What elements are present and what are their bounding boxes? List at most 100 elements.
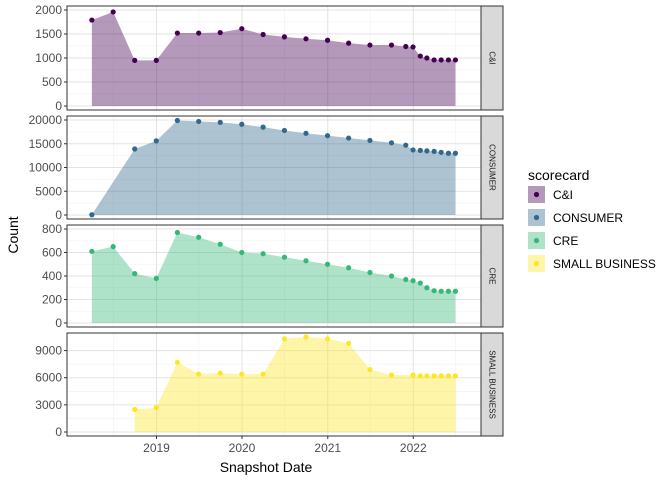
panel-cre: 0 200 400 600 800 CRE xyxy=(42,222,504,330)
data-point xyxy=(239,121,245,127)
legend-key: SMALL BUSINESS xyxy=(528,255,656,272)
y-tick-label: 15000 xyxy=(29,137,63,151)
legend-key-point xyxy=(533,237,540,244)
data-point xyxy=(281,254,288,260)
legend-key: CONSUMER xyxy=(528,209,623,226)
data-point xyxy=(424,373,430,379)
area-series xyxy=(91,232,456,323)
x-axis-title: Snapshot Date xyxy=(220,459,313,475)
area-series xyxy=(91,11,456,107)
x-tick-label: 2019 xyxy=(143,441,170,455)
y-tick-label: 800 xyxy=(42,222,62,236)
data-point xyxy=(424,285,430,291)
legend-key-label: CONSUMER xyxy=(553,211,623,225)
facet-strip-label: SMALL BUSINESS xyxy=(488,350,497,419)
data-point xyxy=(110,9,116,15)
data-point xyxy=(110,244,116,250)
area-series xyxy=(134,337,456,432)
x-tick-label: 2021 xyxy=(314,441,341,455)
data-point xyxy=(438,373,444,379)
legend-key-point xyxy=(533,260,540,267)
data-point xyxy=(424,148,430,154)
facet-strip xyxy=(480,224,504,328)
data-point xyxy=(388,372,395,378)
y-tick-label: 2000 xyxy=(35,3,62,17)
data-point xyxy=(239,371,245,377)
data-point xyxy=(303,130,309,136)
y-tick-label: 600 xyxy=(42,246,62,260)
data-point xyxy=(89,212,95,218)
legend-key-label: CRE xyxy=(553,234,578,248)
data-point xyxy=(303,36,309,42)
data-point xyxy=(89,17,95,23)
legend-key-label: C&I xyxy=(553,188,573,202)
data-point xyxy=(452,150,459,156)
data-point xyxy=(424,55,430,61)
y-tick-label: 20000 xyxy=(29,113,63,127)
data-point xyxy=(324,336,331,342)
data-point xyxy=(196,118,202,125)
chart-panels: 0500100015002000C&I05000100001500020000C… xyxy=(29,3,504,455)
data-point xyxy=(217,29,223,36)
data-point xyxy=(417,280,423,286)
facet-strip xyxy=(480,115,504,220)
data-point xyxy=(403,43,409,50)
y-tick-label: 0 xyxy=(55,316,62,330)
data-point xyxy=(445,373,452,379)
y-tick-label: 10000 xyxy=(29,161,63,175)
y-tick-label: 3000 xyxy=(35,398,62,412)
data-point xyxy=(281,127,288,134)
data-point xyxy=(438,149,444,155)
data-point xyxy=(260,124,266,130)
data-point xyxy=(174,117,180,124)
data-point xyxy=(438,288,444,294)
y-tick-label: 5000 xyxy=(35,184,62,198)
data-point xyxy=(196,371,202,377)
data-point xyxy=(132,406,138,412)
legend-key-point xyxy=(533,214,540,221)
facet-strip-label: CRE xyxy=(488,268,497,285)
data-point xyxy=(260,251,266,257)
data-point xyxy=(174,359,180,365)
y-axis-title: Count xyxy=(5,216,21,253)
legend-key-label: SMALL BUSINESS xyxy=(553,257,656,271)
data-point xyxy=(132,146,138,152)
data-point xyxy=(388,42,395,48)
data-point xyxy=(153,57,159,64)
data-point xyxy=(452,57,459,63)
panel-small-business: 0 3000 6000 9000 SMALL BUSINESS 2019 2020 2021 2… xyxy=(35,332,504,455)
data-point xyxy=(324,37,331,43)
y-tick-label: 0 xyxy=(55,99,62,113)
y-tick-label: 200 xyxy=(42,293,62,307)
data-point xyxy=(410,372,416,378)
data-point xyxy=(388,273,395,279)
data-point xyxy=(153,275,159,281)
y-tick-label: 1000 xyxy=(35,51,62,65)
data-point xyxy=(452,288,459,294)
legend-key: C&I xyxy=(528,186,573,203)
data-point xyxy=(417,373,423,379)
data-point xyxy=(346,340,352,346)
data-point xyxy=(346,40,352,46)
data-point xyxy=(217,119,223,125)
data-point xyxy=(431,57,437,63)
panel-consumer: 0 5000 10000 15000 20000 CONSUMER xyxy=(29,113,504,222)
data-point xyxy=(132,57,138,64)
data-point xyxy=(153,404,159,411)
y-tick-label: 400 xyxy=(42,269,62,283)
legend-title: scorecard xyxy=(528,167,589,183)
y-tick-label: 9000 xyxy=(35,344,62,358)
data-point xyxy=(89,248,95,254)
facet-strip-label: C&I xyxy=(488,51,497,64)
y-tick-label: 0 xyxy=(55,425,62,439)
data-point xyxy=(239,26,245,32)
data-point xyxy=(153,138,159,144)
data-point xyxy=(388,140,395,146)
data-point xyxy=(324,133,331,139)
data-point xyxy=(281,34,288,40)
data-point xyxy=(260,371,266,377)
data-point xyxy=(367,269,373,276)
legend-key: CRE xyxy=(528,232,578,249)
data-point xyxy=(346,135,352,141)
